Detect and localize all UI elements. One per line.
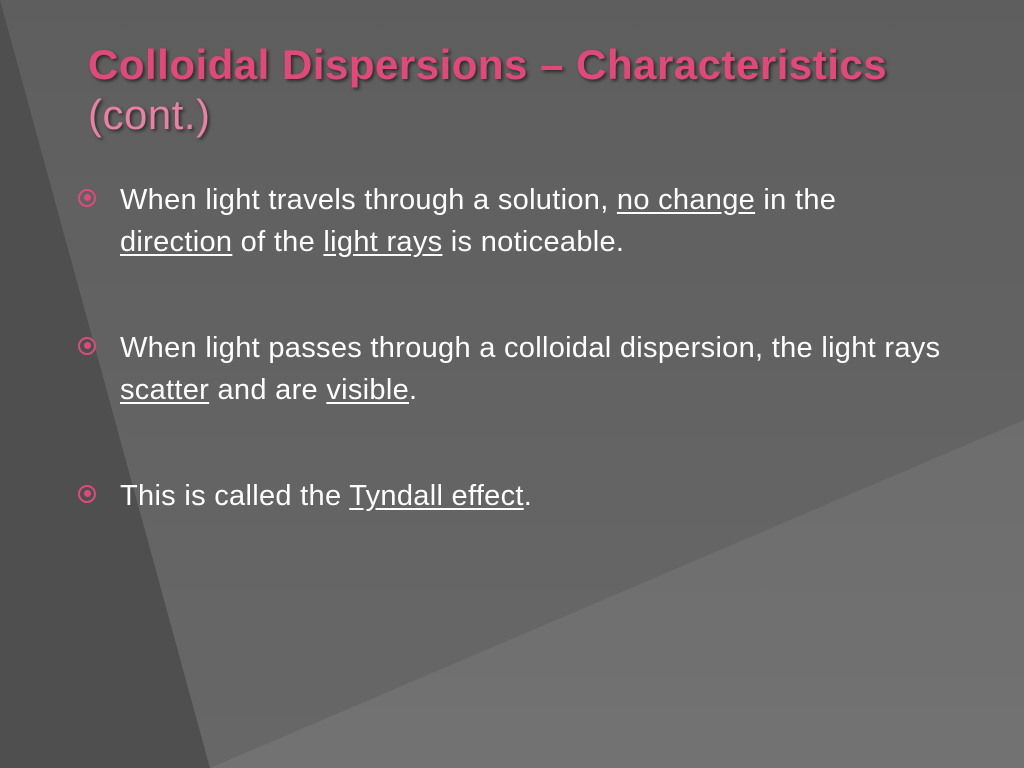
slide-content: Colloidal Dispersions – Characteristics …	[0, 0, 1024, 768]
text-segment: When light passes through a colloidal di…	[120, 332, 940, 364]
bullet-text: When light passes through a colloidal di…	[120, 332, 940, 406]
bullet-item: When light passes through a colloidal di…	[70, 327, 954, 411]
bullet-list: When light travels through a solution, n…	[70, 179, 954, 517]
text-segment: in the	[755, 184, 836, 216]
bullet-item: This is called the Tyndall effect.	[70, 475, 954, 517]
bullet-text: This is called the Tyndall effect.	[120, 480, 532, 512]
text-segment: .	[409, 374, 417, 406]
text-segment: .	[524, 480, 532, 512]
bullet-target-icon	[78, 485, 96, 503]
text-segment: This is called the	[120, 480, 349, 512]
bullet-target-icon	[78, 337, 96, 355]
underlined-term: no change	[617, 184, 755, 216]
title-bold: Colloidal Dispersions – Characteristics	[88, 41, 887, 88]
title-light: (cont.)	[88, 91, 211, 138]
underlined-term: direction	[120, 226, 232, 258]
underlined-term: scatter	[120, 374, 209, 406]
bullet-item: When light travels through a solution, n…	[70, 179, 954, 263]
text-segment: and are	[209, 374, 326, 406]
text-segment: When light travels through a solution,	[120, 184, 617, 216]
underlined-term: visible	[326, 374, 409, 406]
text-segment: of the	[232, 226, 323, 258]
slide-title: Colloidal Dispersions – Characteristics …	[88, 40, 954, 141]
bullet-target-icon	[78, 189, 96, 207]
underlined-term: Tyndall effect	[349, 480, 524, 512]
underlined-term: light rays	[323, 226, 442, 258]
bullet-text: When light travels through a solution, n…	[120, 184, 836, 258]
text-segment: is noticeable.	[442, 226, 624, 258]
